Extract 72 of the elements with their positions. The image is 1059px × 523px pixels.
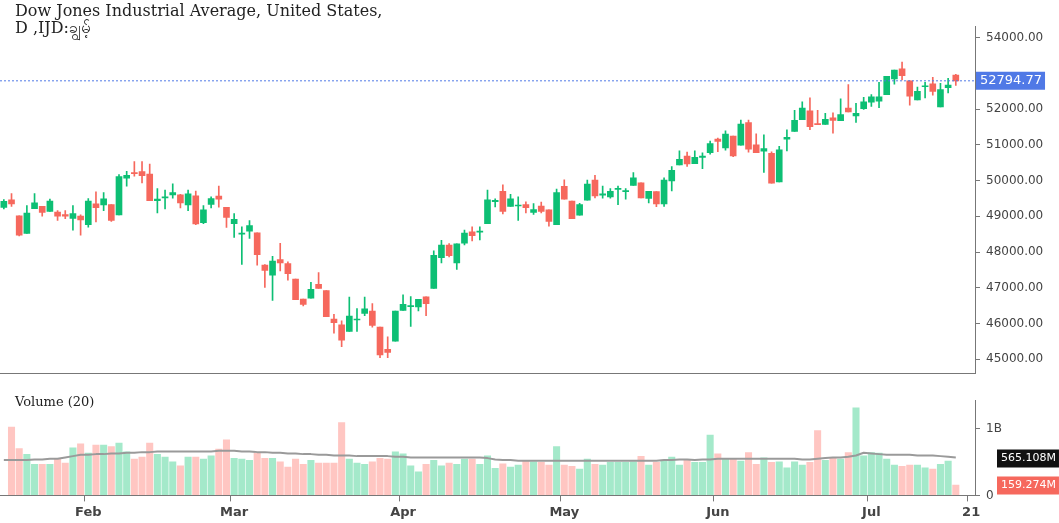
- x-tick-label: Feb: [75, 503, 102, 519]
- bar: [714, 453, 722, 495]
- bar: [929, 468, 937, 495]
- candlestick: [92, 191, 100, 223]
- bar: [499, 463, 507, 495]
- y-tick-label: 49000.00: [986, 208, 1044, 223]
- candlestick: [169, 183, 177, 199]
- bar: [100, 444, 108, 495]
- chart-title: Volume (20): [15, 394, 95, 409]
- bar: [69, 447, 77, 495]
- candlestick: [845, 84, 852, 113]
- x-tick-label: Apr: [390, 503, 417, 519]
- bar: [737, 460, 745, 495]
- y-tick-label: 47000.00: [986, 279, 1044, 294]
- candlestick: [161, 189, 169, 210]
- ref-line-label: 52794.77: [980, 72, 1043, 88]
- candlestick: [714, 137, 722, 153]
- x-tick-label: Jul: [861, 503, 881, 519]
- candlestick: [829, 112, 837, 134]
- bar: [837, 458, 845, 495]
- bar: [184, 456, 192, 495]
- x-tick-label: Mar: [220, 503, 249, 519]
- bar: [591, 464, 599, 495]
- bar: [422, 464, 430, 495]
- candlestick: [622, 188, 630, 200]
- bar: [176, 465, 184, 495]
- bar: [307, 460, 315, 495]
- bar: [553, 446, 561, 495]
- bar: [468, 458, 476, 495]
- bar: [84, 452, 92, 495]
- bar: [952, 484, 960, 495]
- bar: [269, 458, 277, 495]
- y-tick-label: 50000.00: [986, 172, 1044, 187]
- bar: [652, 462, 660, 495]
- y-tick-label: 45000.00: [986, 351, 1044, 366]
- y-tick-label: 48000.00: [986, 244, 1044, 259]
- bar: [92, 444, 100, 495]
- text: 159.274M: [1001, 478, 1056, 492]
- y-tick-label: 0: [986, 487, 994, 502]
- bar: [729, 458, 737, 495]
- bar: [829, 457, 837, 495]
- bar: [77, 443, 85, 495]
- bar: [637, 456, 645, 495]
- bar: [38, 464, 46, 495]
- y-tick-label: 1B: [986, 420, 1002, 435]
- bar: [46, 464, 54, 495]
- bar: [844, 452, 852, 495]
- y-tick-label: 46000.00: [986, 315, 1044, 330]
- bar: [645, 464, 653, 495]
- y-tick-label: 51000.00: [986, 137, 1044, 152]
- candlestick: [276, 242, 284, 272]
- bar: [522, 460, 530, 495]
- bar: [530, 461, 538, 495]
- candlestick: [230, 213, 238, 238]
- candlestick: [261, 264, 269, 288]
- bar: [821, 460, 829, 495]
- candlestick: [614, 185, 622, 206]
- bar: [683, 460, 691, 495]
- y-tick-label: 54000.00: [986, 29, 1044, 44]
- y-tick-label: 52000.00: [986, 101, 1044, 116]
- bar: [768, 462, 776, 495]
- candlestick: [69, 205, 77, 231]
- candlestick: [921, 81, 929, 99]
- bar: [721, 458, 730, 495]
- bar: [760, 457, 768, 495]
- bar: [192, 456, 200, 495]
- bar: [107, 446, 115, 495]
- bar: [445, 462, 453, 495]
- x-tick-label: May: [549, 503, 580, 519]
- x-tick-label: 21: [962, 503, 981, 519]
- x-tick-label: Jun: [705, 503, 730, 519]
- text: 565.108M: [1001, 451, 1056, 465]
